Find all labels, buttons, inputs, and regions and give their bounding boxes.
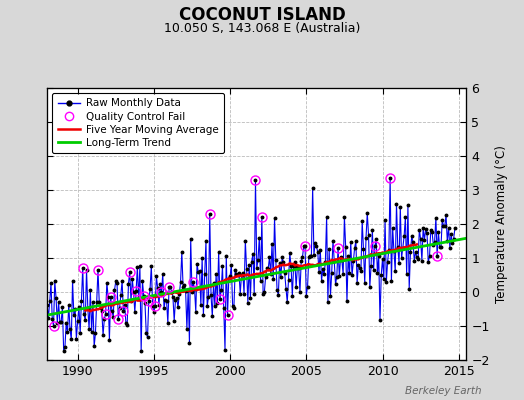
Y-axis label: Temperature Anomaly (°C): Temperature Anomaly (°C) (495, 145, 508, 303)
Text: 10.050 S, 143.068 E (Australia): 10.050 S, 143.068 E (Australia) (164, 22, 360, 35)
Text: Berkeley Earth: Berkeley Earth (406, 386, 482, 396)
Text: COCONUT ISLAND: COCONUT ISLAND (179, 6, 345, 24)
Legend: Raw Monthly Data, Quality Control Fail, Five Year Moving Average, Long-Term Tren: Raw Monthly Data, Quality Control Fail, … (52, 93, 224, 153)
